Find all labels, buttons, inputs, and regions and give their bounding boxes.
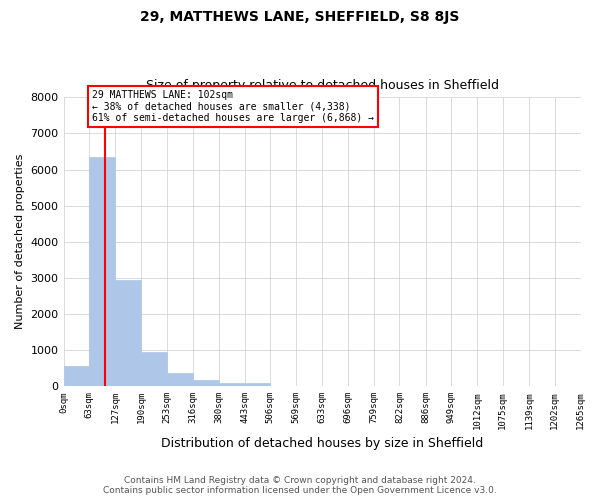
- Text: 29 MATTHEWS LANE: 102sqm
← 38% of detached houses are smaller (4,338)
61% of sem: 29 MATTHEWS LANE: 102sqm ← 38% of detach…: [92, 90, 374, 123]
- Bar: [141, 352, 167, 386]
- Text: Contains HM Land Registry data © Crown copyright and database right 2024.
Contai: Contains HM Land Registry data © Crown c…: [103, 476, 497, 495]
- Bar: [193, 380, 219, 386]
- Y-axis label: Number of detached properties: Number of detached properties: [15, 154, 25, 330]
- Bar: [89, 157, 115, 386]
- Title: Size of property relative to detached houses in Sheffield: Size of property relative to detached ho…: [146, 79, 499, 92]
- Bar: [115, 280, 141, 386]
- Bar: [64, 366, 89, 386]
- Bar: [219, 384, 245, 386]
- X-axis label: Distribution of detached houses by size in Sheffield: Distribution of detached houses by size …: [161, 437, 483, 450]
- Bar: [245, 384, 271, 386]
- Text: 29, MATTHEWS LANE, SHEFFIELD, S8 8JS: 29, MATTHEWS LANE, SHEFFIELD, S8 8JS: [140, 10, 460, 24]
- Bar: [167, 373, 193, 386]
